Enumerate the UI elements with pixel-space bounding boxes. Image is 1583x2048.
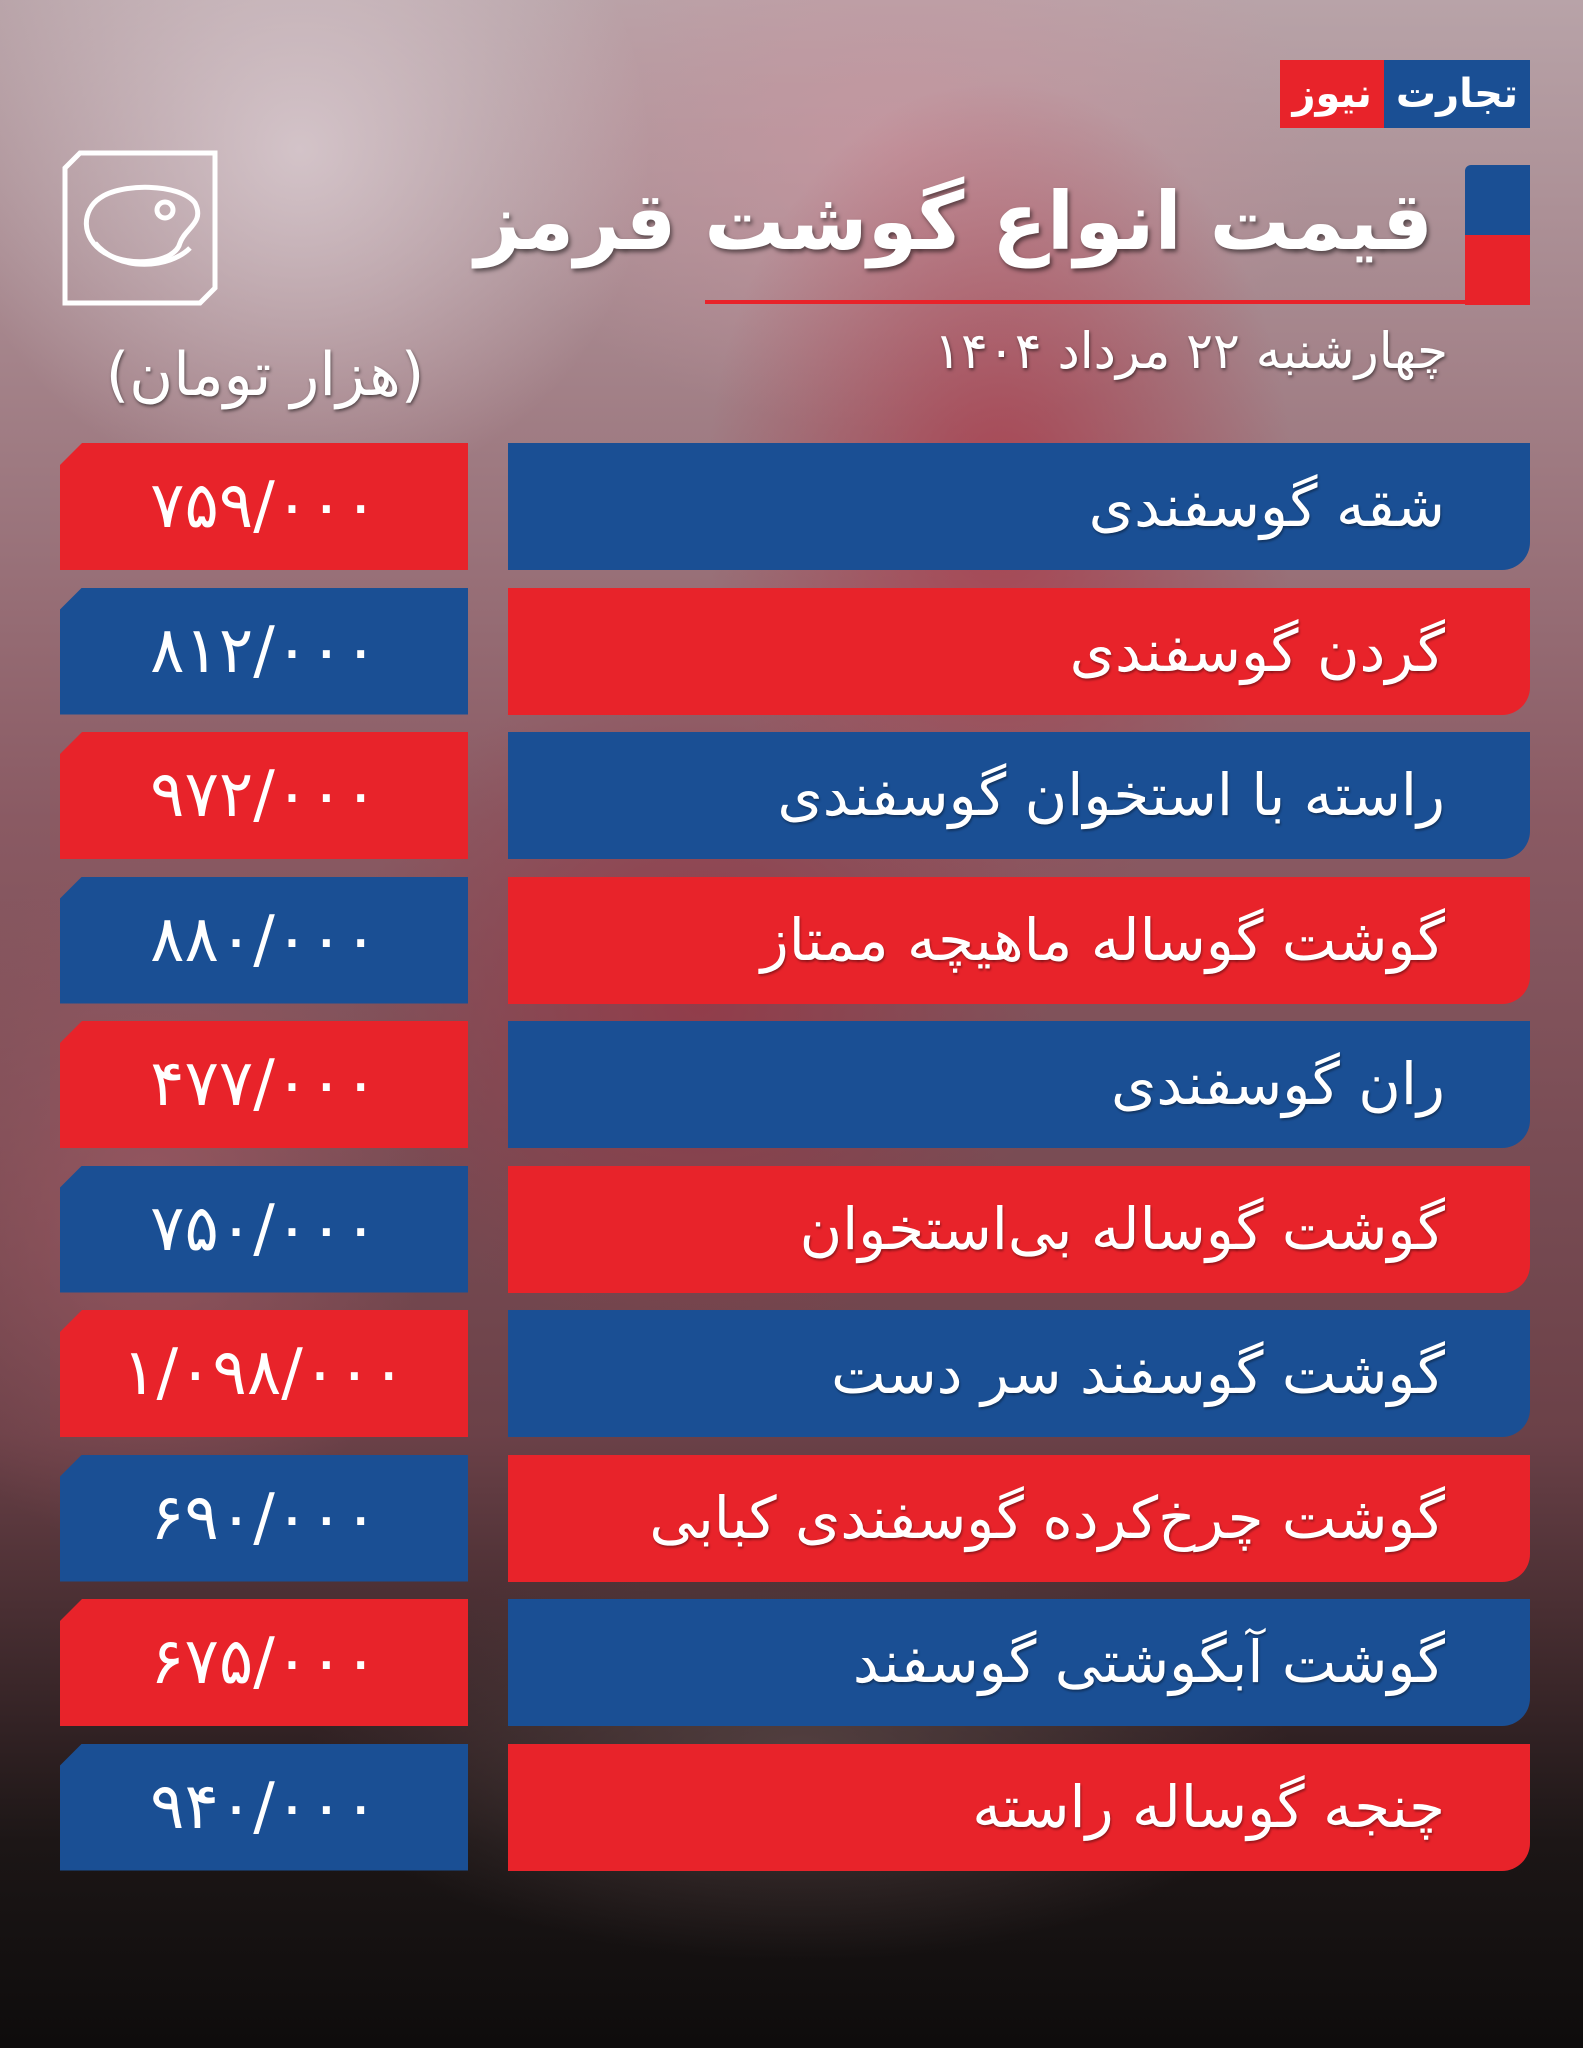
item-name: گوشت آبگوشتی گوسفند — [508, 1599, 1530, 1726]
brand-logo: تجارت نیوز — [1240, 60, 1530, 128]
meat-steak-icon — [60, 148, 220, 308]
price-value: ۷۵۹/۰۰۰ — [60, 443, 468, 570]
item-name: چنجه گوساله راسته — [508, 1743, 1530, 1871]
item-name: گوشت گوساله بی‌استخوان — [508, 1165, 1530, 1293]
price-value: ۹۴۰/۰۰۰ — [60, 1743, 468, 1871]
item-name: ران گوسفندی — [508, 1021, 1530, 1148]
price-row: ۹۴۰/۰۰۰ چنجه گوساله راسته — [0, 1743, 1583, 1871]
price-value: ۱/۰۹۸/۰۰۰ — [60, 1310, 468, 1437]
unit-label: (هزار تومان) — [105, 340, 425, 410]
item-name: گوشت گوساله ماهیچه ممتاز — [508, 876, 1530, 1004]
price-row: ۷۵۹/۰۰۰ شقه گوسفندی — [0, 443, 1583, 570]
price-row: ۸۱۲/۰۰۰ گردن گوسفندی — [0, 587, 1583, 715]
item-name: گردن گوسفندی — [508, 587, 1530, 715]
price-value: ۶۹۰/۰۰۰ — [60, 1454, 468, 1582]
logo-part1: تجارت — [1383, 60, 1530, 128]
item-name: راسته با استخوان گوسفندی — [508, 732, 1530, 859]
price-value: ۸۸۰/۰۰۰ — [60, 876, 468, 1004]
price-value: ۷۵۰/۰۰۰ — [60, 1165, 468, 1293]
price-row: ۸۸۰/۰۰۰ گوشت گوساله ماهیچه ممتاز — [0, 876, 1583, 1004]
price-row: ۶۷۵/۰۰۰ گوشت آبگوشتی گوسفند — [0, 1599, 1583, 1726]
price-row: ۴۷۷/۰۰۰ ران گوسفندی — [0, 1021, 1583, 1148]
title-underline — [705, 300, 1465, 304]
date-label: چهارشنبه ۲۲ مرداد ۱۴۰۴ — [934, 322, 1448, 380]
price-row: ۷۵۰/۰۰۰ گوشت گوساله بی‌استخوان — [0, 1165, 1583, 1293]
price-value: ۶۷۵/۰۰۰ — [60, 1599, 468, 1726]
page-title: قیمت انواع گوشت قرمز — [474, 175, 1433, 268]
price-row: ۶۹۰/۰۰۰ گوشت چرخ‌کرده گوسفندی کبابی — [0, 1454, 1583, 1582]
logo-part2: نیوز — [1280, 60, 1384, 128]
item-name: گوشت چرخ‌کرده گوسفندی کبابی — [508, 1454, 1530, 1582]
price-value: ۴۷۷/۰۰۰ — [60, 1021, 468, 1148]
item-name: شقه گوسفندی — [508, 443, 1530, 570]
price-row: ۱/۰۹۸/۰۰۰ گوشت گوسفند سر دست — [0, 1310, 1583, 1437]
title-accent-bar — [1465, 165, 1530, 305]
price-row: ۹۷۲/۰۰۰ راسته با استخوان گوسفندی — [0, 732, 1583, 859]
price-value: ۸۱۲/۰۰۰ — [60, 587, 468, 715]
item-name: گوشت گوسفند سر دست — [508, 1310, 1530, 1437]
price-value: ۹۷۲/۰۰۰ — [60, 732, 468, 859]
